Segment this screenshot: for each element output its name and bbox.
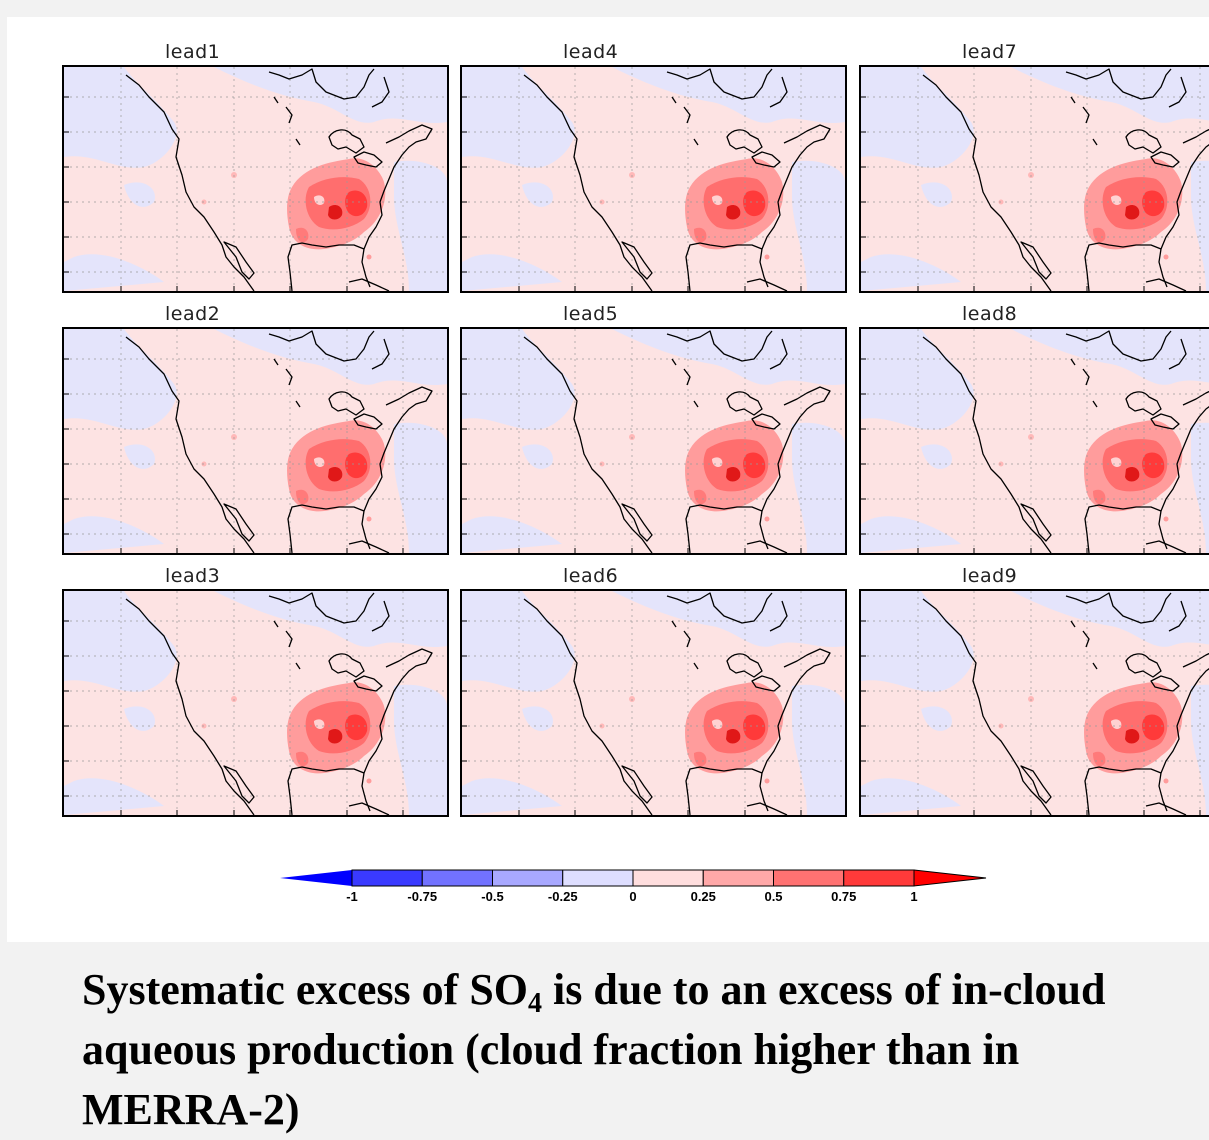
colorbar-swatch [421, 869, 493, 887]
colorbar-swatch [492, 869, 564, 887]
map-panel [859, 327, 1209, 555]
caption-subscript: 4 [528, 988, 543, 1019]
map-panel [62, 327, 449, 555]
map-panel [859, 589, 1209, 817]
map-panel [460, 589, 847, 817]
map-panel [460, 65, 847, 293]
colorbar-tick-label: -0.75 [407, 889, 438, 904]
map-panel [62, 65, 449, 293]
map-panel [62, 589, 449, 817]
caption-line2: aqueous production (cloud fraction highe… [82, 1025, 1020, 1074]
panel-title: lead8 [962, 303, 1018, 325]
colorbar-swatch [351, 869, 423, 887]
panel-title: lead3 [165, 565, 221, 587]
colorbar-tick-label: -1 [346, 889, 358, 904]
map-panel [460, 327, 847, 555]
colorbar-swatch [702, 869, 774, 887]
panel-title: lead2 [165, 303, 221, 325]
colorbar-arrow-right [913, 869, 987, 887]
colorbar-tick-label: 1 [910, 889, 918, 904]
colorbar-tick-label: 0.75 [831, 889, 857, 904]
colorbar-tick-label: -0.5 [481, 889, 504, 904]
colorbar-swatch [773, 869, 845, 887]
map-panel [859, 65, 1209, 293]
colorbar-tick-label: 0.5 [764, 889, 783, 904]
colorbar-swatch [632, 869, 704, 887]
panel-title: lead9 [962, 565, 1018, 587]
caption-part1: Systematic excess of SO [82, 965, 529, 1014]
panel-title: lead6 [563, 565, 619, 587]
colorbar-arrow-left [280, 870, 352, 886]
caption-part2: is due to an excess of in-cloud [542, 965, 1106, 1014]
colorbar-tick-label: 0 [629, 889, 637, 904]
colorbar-swatch [562, 869, 634, 887]
panel-title: lead5 [563, 303, 619, 325]
caption-line3: MERRA-2) [82, 1085, 300, 1134]
panel-title: lead1 [165, 41, 221, 63]
colorbar-swatch [843, 869, 915, 887]
panel-title: lead4 [563, 41, 619, 63]
colorbar [280, 869, 987, 887]
panel-title: lead7 [962, 41, 1018, 63]
caption: Systematic excess of SO4 is due to an ex… [82, 960, 1209, 1140]
colorbar-tick-label: 0.25 [690, 889, 716, 904]
colorbar-tick-label: -0.25 [547, 889, 578, 904]
